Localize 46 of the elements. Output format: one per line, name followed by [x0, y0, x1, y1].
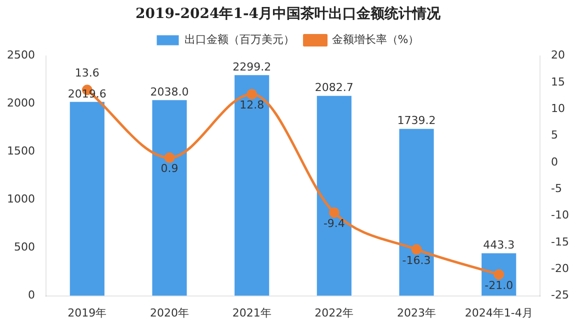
y2-tick-label: 15 [551, 75, 566, 88]
data-label: -16.3 [402, 254, 431, 267]
data-label: 12.8 [240, 98, 264, 112]
chart-title: 2019-2024年1-4月中国茶叶出口金额统计情况 [135, 5, 442, 22]
bar [482, 253, 516, 296]
data-label: 0.9 [160, 162, 178, 176]
y2-tick-label: 0 [551, 155, 558, 168]
y2-tick-label: 20 [551, 48, 566, 62]
point [411, 244, 422, 255]
point [164, 152, 175, 163]
data-label: 1739.2 [397, 114, 436, 128]
y2-tick-label: -15 [551, 235, 569, 248]
point [246, 88, 258, 100]
y2-tick-label: -5 [551, 182, 562, 195]
y-tick-label: 500 [14, 240, 35, 254]
legend-label: 出口金额（百万美元） [184, 33, 294, 46]
data-label: 2082.7 [314, 81, 354, 94]
data-label: 2299.2 [232, 60, 272, 74]
bar [70, 102, 104, 296]
x-tick-label: 2021年 [232, 306, 272, 320]
data-label: 13.6 [74, 66, 100, 80]
y2-tick-label: -20 [551, 262, 569, 275]
data-label: 443.3 [483, 238, 515, 252]
x-tick-label: 2022年 [314, 306, 354, 320]
data-label: -9.4 [323, 216, 345, 230]
bar [316, 96, 352, 296]
y-tick-label: 1500 [6, 144, 35, 158]
legend-label: 金额增长率（%） [332, 33, 420, 46]
x-tick-label: 2024年1-4月 [464, 306, 533, 320]
y2-tick-label: -25 [551, 288, 569, 302]
bar [399, 128, 434, 296]
y2-tick-label: 10 [551, 102, 566, 115]
data-label: -21.0 [484, 278, 514, 292]
point [328, 207, 340, 218]
y2-tick-label: 5 [551, 128, 558, 142]
x-tick-label: 2023年 [397, 306, 436, 320]
y-tick-label: 2000 [6, 96, 35, 110]
x-tick-label: 2019年 [68, 306, 107, 320]
y-tick-label: 2500 [6, 48, 35, 62]
bar [152, 100, 187, 296]
y-tick-label: 0 [28, 288, 35, 302]
data-label: 2038.0 [150, 86, 189, 99]
x-tick-label: 2020年 [150, 306, 190, 320]
y-tick-label: 1000 [6, 192, 35, 206]
y2-tick-label: -10 [551, 208, 569, 222]
bar [234, 75, 270, 296]
